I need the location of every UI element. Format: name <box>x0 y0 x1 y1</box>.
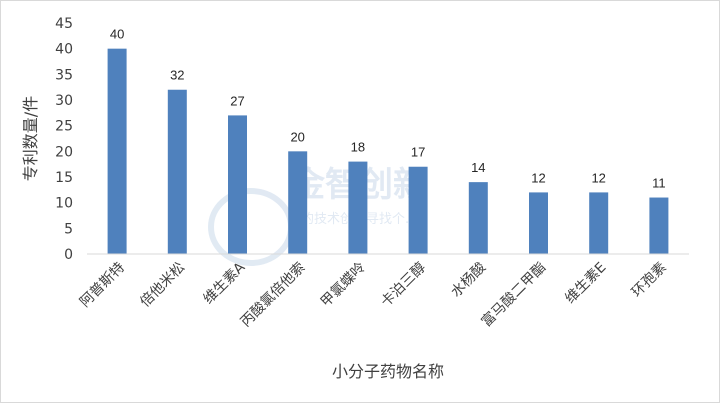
bar <box>529 192 548 254</box>
data-label: 12 <box>591 170 605 185</box>
y-tick-label: 40 <box>55 42 73 58</box>
bar <box>649 197 669 254</box>
data-label: 18 <box>351 140 365 155</box>
y-tick-label: 35 <box>55 67 73 83</box>
x-axis-title: 小分子药物名称 <box>332 362 444 381</box>
bar <box>107 48 127 254</box>
y-tick-label: 10 <box>55 196 73 212</box>
y-tick-label: 30 <box>55 93 73 109</box>
bar <box>288 151 308 254</box>
bar <box>589 192 609 254</box>
data-label: 11 <box>652 176 666 191</box>
data-label: 14 <box>471 160 485 175</box>
y-tick-label: 5 <box>64 221 73 237</box>
x-tick-label: 水杨酸 <box>448 260 489 301</box>
x-tick-label: 丙酸氯倍他索 <box>237 259 308 330</box>
y-tick-label: 0 <box>64 247 73 263</box>
bar <box>468 182 488 254</box>
y-tick-label: 25 <box>55 119 73 135</box>
x-tick-label: 甲氯蝶呤 <box>318 260 369 311</box>
bar <box>408 166 428 254</box>
y-tick-label: 15 <box>55 170 73 186</box>
data-label: 27 <box>230 93 244 108</box>
x-tick-label: 维生素E <box>562 260 609 307</box>
bar <box>348 161 368 254</box>
data-label: 12 <box>531 170 545 185</box>
data-label: 40 <box>110 27 124 42</box>
x-tick-label: 阿普斯特 <box>77 260 128 311</box>
x-tick-label: 环孢素 <box>629 260 670 301</box>
y-tick-label: 45 <box>55 16 73 32</box>
data-label: 32 <box>170 68 184 83</box>
x-tick-label: 倍他米松 <box>137 260 188 311</box>
x-tick-label: 卡泊三醇 <box>377 259 429 311</box>
y-tick-label: 20 <box>55 144 73 160</box>
y-axis-title: 专利数量/件 <box>21 96 40 181</box>
x-tick-label: 维生素A <box>201 259 249 307</box>
watermark-logo-icon <box>208 188 294 266</box>
bars <box>107 48 669 255</box>
x-tick-label: 富马酸二甲酯 <box>478 259 549 330</box>
y-axis-ticks: 0 5 10 15 20 25 30 35 40 45 <box>55 16 73 263</box>
bar <box>167 89 187 254</box>
data-label: 17 <box>411 145 425 160</box>
bar <box>228 115 247 255</box>
data-labels: 40 32 27 20 18 17 14 12 12 11 <box>110 27 666 191</box>
data-label: 20 <box>290 129 304 144</box>
